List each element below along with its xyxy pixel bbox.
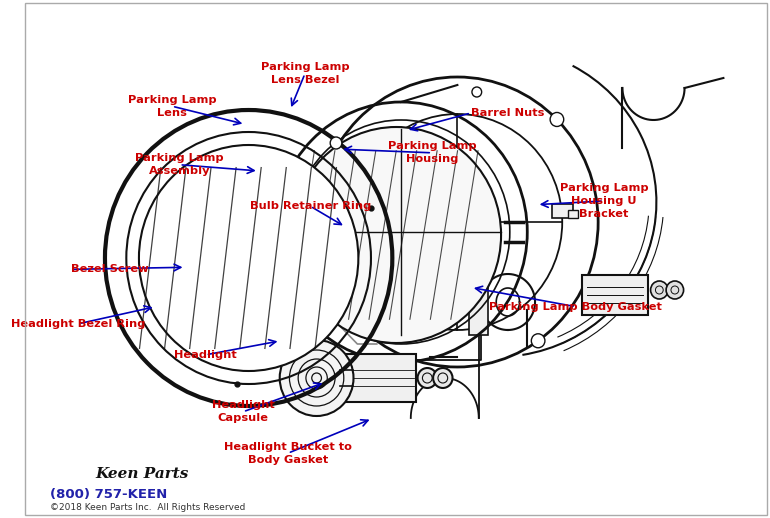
Text: Parking Lamp
Lens Bezel: Parking Lamp Lens Bezel (261, 62, 350, 85)
Bar (338, 354, 416, 402)
Bar (469, 285, 488, 335)
Circle shape (291, 127, 501, 343)
Bar (568, 210, 578, 218)
Text: Headlight Bezel Ring: Headlight Bezel Ring (12, 319, 146, 329)
Text: Bulb Retainer Ring: Bulb Retainer Ring (249, 201, 371, 211)
Text: Parking Lamp
Housing: Parking Lamp Housing (388, 141, 477, 164)
Circle shape (651, 281, 668, 299)
Text: Parking Lamp
Housing U
Bracket: Parking Lamp Housing U Bracket (560, 183, 648, 219)
Text: Parking Lamp
Assembly: Parking Lamp Assembly (135, 153, 224, 176)
Circle shape (433, 368, 453, 388)
Circle shape (280, 340, 353, 416)
Text: Parking Lamp
Lens: Parking Lamp Lens (128, 95, 216, 118)
Circle shape (472, 87, 482, 97)
Text: Barrel Nuts: Barrel Nuts (471, 108, 544, 118)
Circle shape (666, 281, 684, 299)
Text: Headlight Bucket to
Body Gasket: Headlight Bucket to Body Gasket (224, 442, 352, 465)
Text: Headlight: Headlight (174, 350, 237, 360)
Text: Bezel Screw: Bezel Screw (71, 264, 149, 275)
Circle shape (139, 145, 358, 371)
Bar (552, 204, 573, 218)
Circle shape (531, 334, 545, 348)
Text: Headlight
Capsule: Headlight Capsule (212, 400, 274, 423)
Circle shape (417, 368, 437, 388)
Text: (800) 757-KEEN: (800) 757-KEEN (49, 488, 167, 501)
Circle shape (330, 137, 342, 149)
Text: Parking Lamp Body Gasket: Parking Lamp Body Gasket (489, 301, 662, 312)
Circle shape (550, 112, 564, 126)
Text: ©2018 Keen Parts Inc.  All Rights Reserved: ©2018 Keen Parts Inc. All Rights Reserve… (49, 503, 245, 512)
Text: Keen Parts: Keen Parts (95, 467, 189, 481)
Bar (581, 275, 648, 315)
